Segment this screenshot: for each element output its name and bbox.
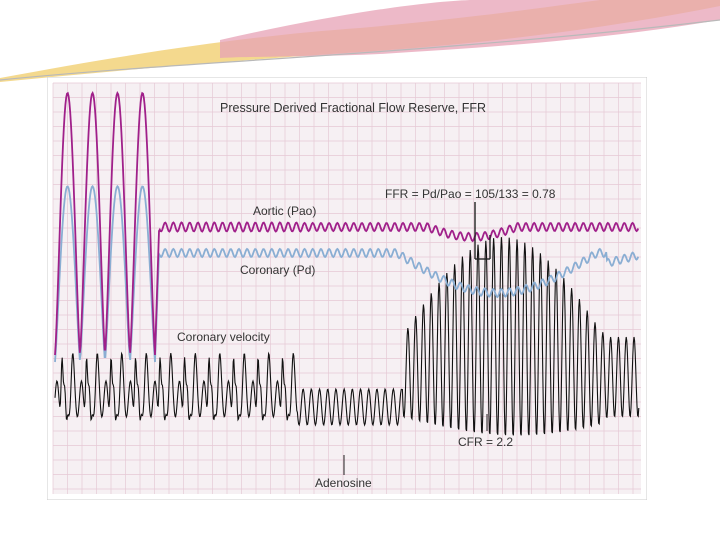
velocity-label: Coronary velocity <box>177 330 270 344</box>
header-gray-line <box>0 19 720 81</box>
header-swoosh-decoration <box>0 0 720 82</box>
adenosine-label: Adenosine <box>315 476 372 490</box>
header-pink-band <box>220 0 720 58</box>
coronary-label: Coronary (Pd) <box>240 263 315 277</box>
coronary-velocity-trace <box>54 237 640 436</box>
aortic-label: Aortic (Pao) <box>253 204 316 218</box>
cfr-label: CFR = 2.2 <box>458 435 513 449</box>
ffr-formula: FFR = Pd/Pao = 105/133 = 0.78 <box>385 187 556 201</box>
figure-title: Pressure Derived Fractional Flow Reserve… <box>220 101 486 115</box>
aortic-pressure-trace <box>54 90 640 356</box>
ffr-tracing-figure: Pressure Derived Fractional Flow Reserve… <box>47 77 647 500</box>
